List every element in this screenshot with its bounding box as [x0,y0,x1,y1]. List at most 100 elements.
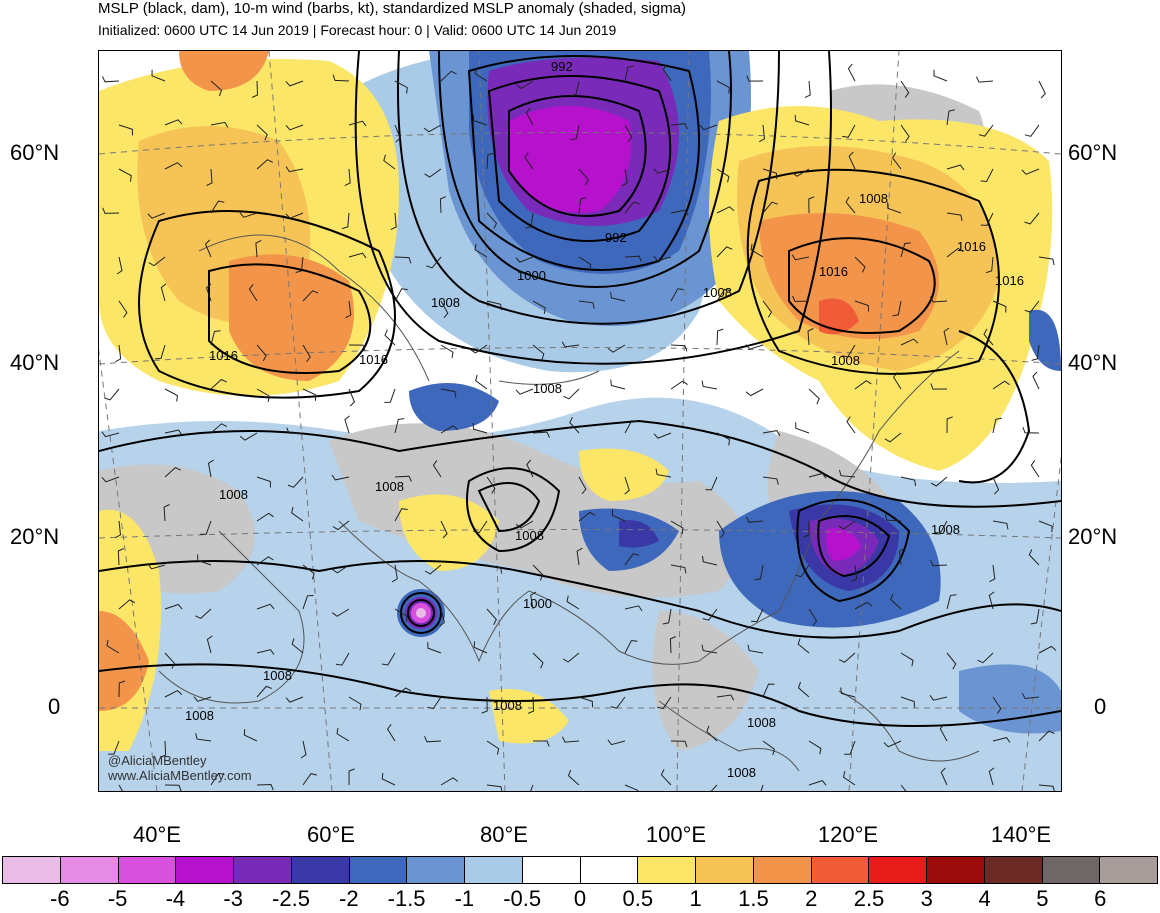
wind-barb [985,256,994,274]
wind-barb [975,76,994,83]
wind-barb [988,767,995,786]
wind-barb [854,256,866,273]
wind-barb [745,516,764,523]
wind-barb [929,695,948,701]
wind-barb [887,202,902,214]
colorbar-swatch [753,857,812,883]
wind-barb [624,605,643,612]
wind-barb [1024,124,1040,137]
wind-barb [104,388,120,401]
wind-barb [762,201,778,214]
wind-barb [118,599,136,610]
wind-barb [147,563,166,570]
wind-barb [256,603,275,610]
wind-barb [440,777,459,786]
wind-barb [992,737,1011,743]
wind-barb [205,283,212,302]
wind-barb [394,80,408,94]
wind-barb [1038,645,1057,654]
wind-barb [939,723,948,742]
wind-barb [424,168,442,178]
wind-barb [842,771,856,786]
wind-barb [576,547,583,566]
wind-barb [530,784,534,791]
wind-barb [286,427,304,434]
wind-barb [670,288,684,302]
wind-barb [624,65,634,82]
lon-label: 120°E [817,822,879,847]
wind-barb [295,256,304,273]
wind-barb [114,520,122,539]
wind-barb [657,696,672,710]
wind-barb [578,256,592,271]
wind-barb [206,635,213,654]
wind-barb [1031,344,1040,361]
wind-barb [424,564,442,575]
wind-barb [624,476,630,495]
wind-barb [670,209,689,216]
wind-barb [332,608,350,617]
wind-barb [669,636,677,654]
wind-barb [210,121,229,128]
wind-barb [854,300,869,312]
wind-barb [797,638,810,654]
wind-barb [670,520,684,535]
wind-barb [716,168,730,183]
wind-barb [526,459,534,478]
wind-barb [890,593,902,610]
wind-barb [527,696,535,714]
colorbar-swatch [1042,857,1101,883]
wind-barb [210,200,225,214]
wind-barb [716,328,724,346]
wind-barb [204,239,212,258]
wind-barb [754,564,764,581]
wind-barb [992,520,1009,530]
colorbar-tick-label: -4 [165,886,186,911]
colorbar-tick-label: -1 [454,886,475,911]
wind-barbs [101,63,1057,791]
wind-barb [383,154,396,170]
wind-barb [946,594,957,610]
wind-barb [515,256,534,263]
wind-barb [670,564,687,574]
wind-barb [427,642,442,654]
wind-barb [808,472,827,479]
wind-barb [670,380,688,390]
wind-barb [992,696,1002,714]
coastlines [158,234,980,772]
wind-barb [762,168,778,180]
wind-barb [578,197,587,214]
wind-barb [933,69,948,82]
wind-barb [424,736,442,743]
isobar-label: 1008 [703,285,732,300]
wind-barb [946,109,955,126]
isobar-label: 1016 [209,348,238,363]
wind-barb [930,383,948,390]
wind-barb [566,595,580,610]
wind-barb [611,509,626,522]
wind-barb [653,255,672,262]
wind-barb [983,328,994,346]
wind-barb [164,467,181,478]
wind-barb [900,80,910,98]
wind-barb [394,256,412,264]
colorbar-swatch [638,857,696,883]
wind-barb [992,380,1010,390]
wind-barb [394,418,405,434]
wind-barb [891,152,902,170]
wind-barb [256,512,274,522]
wind-barb [486,740,500,755]
wind-barb [106,639,120,654]
wind-barb [624,255,642,262]
isobar-label: 1016 [995,273,1024,288]
lat-label-right: 20°N [1068,524,1118,549]
wind-barb [762,476,779,485]
wind-barb [525,107,534,126]
wind-barb [745,388,764,397]
wind-barb [164,429,183,436]
wind-barb [1030,460,1040,478]
wind-barb [118,300,128,318]
wind-barb [193,696,212,702]
wind-barb [164,784,182,791]
colorbar-swatch [696,857,754,883]
